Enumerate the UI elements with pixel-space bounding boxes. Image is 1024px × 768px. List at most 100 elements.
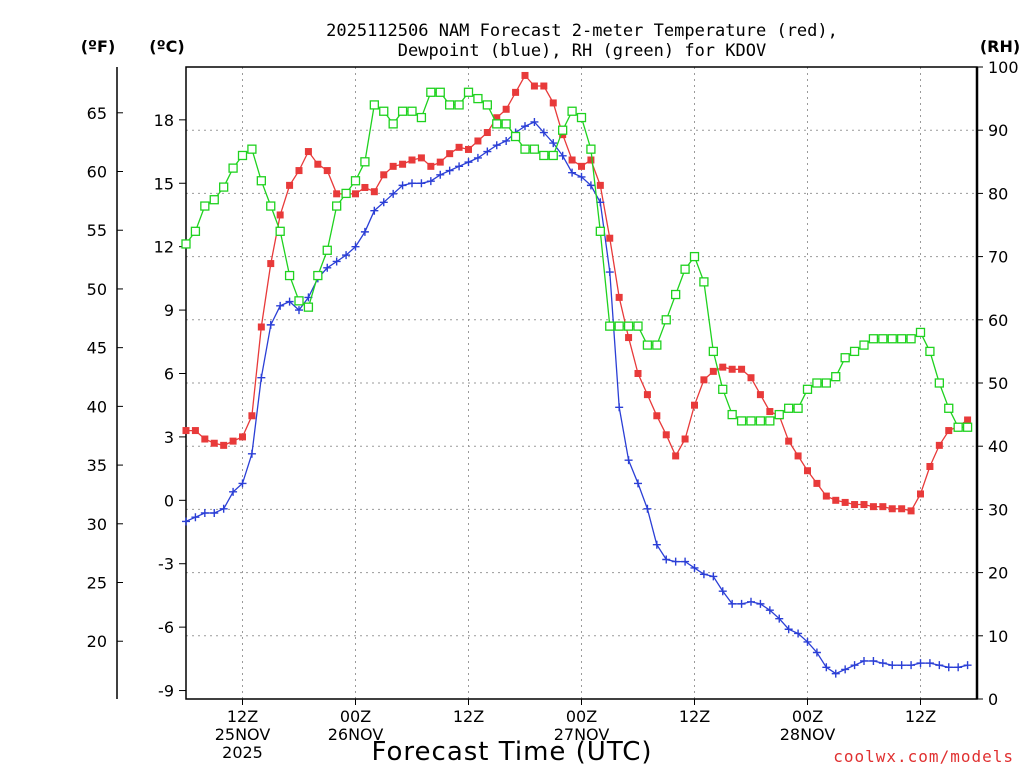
temperature-point	[276, 211, 284, 219]
dewpoint-line	[185, 121, 968, 675]
temperature-point	[728, 365, 736, 373]
temperature-point	[512, 88, 520, 96]
rh-point	[793, 403, 803, 413]
rh-point	[680, 264, 690, 274]
rh-point	[435, 87, 445, 97]
temperature-point	[389, 162, 397, 170]
rh-point	[567, 106, 577, 116]
temperature-point	[860, 501, 868, 509]
temperature-point	[361, 183, 369, 191]
temperature-point	[436, 158, 444, 166]
x-axis-label: Forecast Time (UTC)	[371, 737, 652, 767]
temperature-point	[917, 490, 924, 498]
dewpoint-point	[568, 168, 577, 177]
x-tick-label: 28NOV	[780, 725, 836, 744]
rh-point	[897, 334, 907, 344]
rh-point	[784, 403, 794, 413]
dewpoint-point	[624, 456, 633, 465]
rh-point	[341, 188, 351, 199]
fahrenheit-tick-label: 65	[87, 104, 107, 123]
dewpoint-point	[549, 139, 558, 148]
temperature-point	[502, 105, 510, 113]
rh-point	[755, 416, 766, 426]
rh-point	[558, 125, 568, 135]
dewpoint-point	[455, 162, 464, 171]
rh-point	[746, 416, 756, 426]
chart-title-line1: 2025112506 NAM Forecast 2-meter Temperat…	[326, 21, 838, 41]
celsius-tick-label: 12	[154, 238, 174, 257]
celsius-tick-label: 9	[164, 301, 174, 320]
rh-point	[671, 289, 681, 300]
celsius-tick-label: 0	[164, 491, 174, 510]
rh-point	[482, 100, 492, 110]
dewpoint-point	[276, 301, 285, 310]
dewpoint-point	[605, 268, 614, 277]
dewpoint-point	[925, 659, 934, 668]
temperature-point	[851, 501, 859, 509]
dewpoint-point	[445, 166, 454, 175]
grid-lines	[186, 67, 977, 699]
rh-point	[284, 270, 295, 281]
dewpoint-point	[257, 373, 266, 382]
rh-point	[774, 409, 784, 420]
dewpoint-point	[473, 153, 482, 162]
dewpoint-point	[247, 449, 256, 458]
rh-point	[332, 201, 342, 211]
temperature-point	[935, 441, 943, 449]
rh-point	[510, 131, 521, 142]
dewpoint-point	[295, 306, 303, 315]
dewpoint-point	[238, 479, 247, 488]
temperature-point	[804, 467, 811, 475]
fahrenheit-tick-label: 40	[87, 397, 107, 416]
temperature-point	[323, 167, 331, 175]
dewpoint-point	[351, 242, 360, 251]
temperature-point	[643, 391, 651, 399]
rh-point	[906, 334, 916, 344]
series-layer	[181, 71, 973, 678]
dewpoint-point	[850, 661, 859, 670]
temperature-point	[229, 437, 237, 445]
dewpoint-point	[822, 663, 831, 672]
temperature-point	[587, 156, 595, 164]
rh-line	[185, 91, 968, 428]
temperature-point	[709, 367, 717, 375]
celsius-tick-label: 18	[154, 111, 174, 130]
fahrenheit-tick-label: 60	[87, 163, 107, 182]
temperature-point	[681, 435, 689, 443]
rh-point	[934, 378, 944, 388]
temperature-point	[672, 452, 680, 460]
dewpoint-point	[323, 263, 332, 272]
temperature-point	[719, 363, 727, 371]
rh-tick-label: 50	[988, 374, 1008, 393]
rh-tick-label: 90	[988, 121, 1008, 140]
temperature-point	[747, 374, 755, 382]
dewpoint-point	[841, 665, 850, 674]
temperature-point	[691, 401, 698, 409]
temperature-point	[578, 162, 585, 170]
rh-point	[256, 176, 266, 186]
temperature-series	[182, 71, 972, 515]
dewpoint-point	[577, 172, 586, 181]
rh-point	[454, 100, 464, 110]
rh-point	[200, 201, 210, 211]
fahrenheit-tick-label: 30	[87, 515, 107, 534]
rh-tick-label: 10	[988, 627, 1008, 646]
dewpoint-point	[860, 656, 868, 665]
temperature-point	[182, 427, 190, 435]
dewpoint-point	[596, 198, 605, 207]
temperature-point	[210, 439, 218, 447]
dewpoint-point	[831, 669, 840, 678]
temperature-point	[625, 334, 633, 342]
dewpoint-series	[182, 117, 972, 678]
rh-point	[727, 409, 737, 420]
rh-point	[605, 321, 615, 331]
rh-point	[275, 226, 285, 236]
rh-point	[266, 201, 276, 211]
rh-tick-label: 40	[988, 437, 1008, 456]
x-tick-label: 12Z	[227, 707, 258, 726]
rh-point	[821, 378, 831, 388]
temperature-point	[380, 171, 388, 179]
temperature-point	[888, 505, 896, 513]
celsius-tick-label: -3	[158, 555, 174, 574]
rh-point	[548, 150, 558, 161]
